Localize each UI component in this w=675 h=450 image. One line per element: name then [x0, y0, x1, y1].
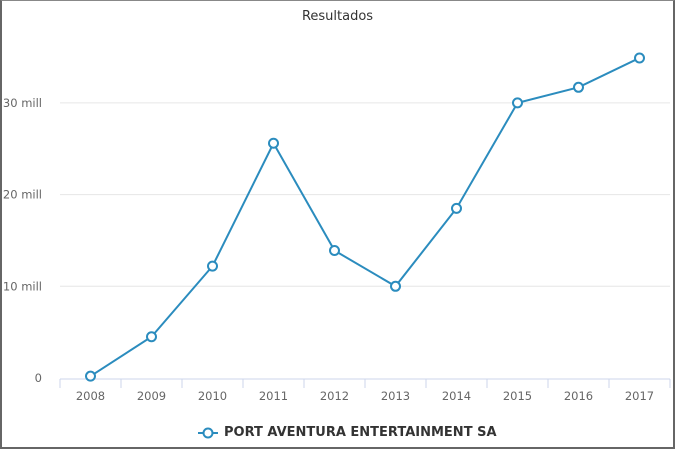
x-tick-label: 2013	[381, 389, 410, 403]
x-tick-label: 2016	[564, 389, 593, 403]
x-tick-label: 2014	[442, 389, 471, 403]
data-point-marker[interactable]	[512, 97, 523, 109]
y-tick-label: 20 mill	[3, 188, 42, 202]
legend-label: PORT AVENTURA ENTERTAINMENT SA	[224, 425, 497, 440]
y-tick-label: 0	[35, 371, 42, 385]
x-tick-label: 2010	[198, 389, 227, 403]
data-point-marker[interactable]	[268, 137, 279, 149]
x-tick-label: 2015	[503, 389, 532, 403]
data-point-marker[interactable]	[451, 202, 462, 214]
y-tick-label: 30 mill	[3, 96, 42, 110]
data-point-marker[interactable]	[573, 81, 584, 93]
x-tick-label: 2011	[259, 389, 288, 403]
x-tick-label: 2017	[625, 389, 654, 403]
legend-item[interactable]: PORT AVENTURA ENTERTAINMENT SA	[198, 425, 497, 440]
data-point-marker[interactable]	[85, 370, 96, 382]
legend-line-marker-icon	[198, 427, 218, 438]
chart-title: Resultados	[301, 9, 374, 24]
data-point-marker[interactable]	[390, 280, 401, 292]
data-point-marker[interactable]	[634, 52, 645, 64]
x-tick-label: 2012	[320, 389, 349, 403]
x-tick-label: 2009	[137, 389, 166, 403]
y-tick-label: 10 mill	[3, 279, 42, 293]
series-line	[89, 57, 640, 378]
x-tick-label: 2008	[76, 389, 105, 403]
data-point-marker[interactable]	[146, 331, 157, 343]
data-point-marker[interactable]	[207, 260, 218, 272]
data-point-marker[interactable]	[329, 245, 340, 257]
